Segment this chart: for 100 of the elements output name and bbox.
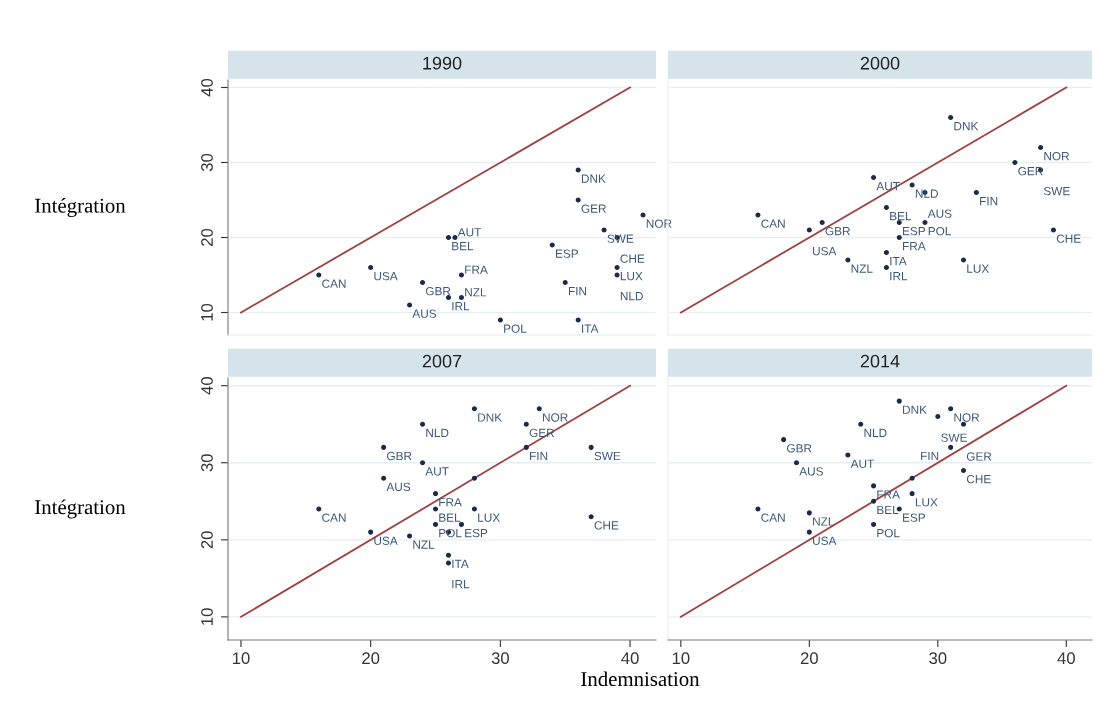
- annotation: ESP: [465, 528, 488, 538]
- annotation: LUX: [620, 272, 643, 281]
- y-tick-label: 40: [201, 78, 213, 97]
- x-tick-label: 20: [800, 652, 818, 665]
- point: [588, 514, 594, 520]
- annotation: POL: [877, 528, 900, 538]
- point: [781, 437, 787, 443]
- point: [948, 406, 954, 412]
- point: [407, 302, 413, 308]
- annotation: ITA: [582, 324, 599, 333]
- point: [575, 197, 581, 203]
- annotation: IRL: [890, 272, 908, 281]
- point: [452, 234, 458, 241]
- annotation: CHE: [594, 521, 619, 530]
- point: [432, 491, 439, 497]
- point: [960, 467, 967, 474]
- annotation: AUT: [425, 467, 449, 476]
- annotation: POL: [928, 226, 951, 236]
- annotation: AUT: [850, 459, 874, 468]
- point: [420, 421, 426, 427]
- point: [883, 264, 889, 271]
- annotation: NLD: [620, 292, 643, 301]
- point: [806, 529, 812, 535]
- annotation: CHE: [1056, 234, 1081, 243]
- annotation: NOR: [646, 219, 672, 228]
- annotation: NZL: [413, 540, 435, 549]
- point: [909, 182, 915, 188]
- point: [883, 204, 889, 211]
- point: [909, 491, 915, 497]
- y-axis-title: Intégration: [35, 499, 126, 519]
- x-tick-label: 40: [621, 652, 639, 665]
- point: [420, 460, 426, 466]
- point: [523, 444, 529, 450]
- point: [458, 272, 464, 278]
- point: [458, 294, 464, 301]
- annotation: USA: [374, 536, 398, 545]
- x-tick-label: 30: [491, 652, 509, 665]
- point: [432, 506, 439, 512]
- x-tick-label: 30: [929, 652, 947, 665]
- annotation: NOR: [543, 413, 568, 422]
- annotation: NOR: [1044, 151, 1070, 161]
- y-tick-label: 10: [201, 608, 213, 625]
- point: [471, 475, 477, 481]
- annotation: LUX: [967, 264, 990, 273]
- annotation: FRA: [465, 265, 488, 274]
- annotation: BEL: [877, 505, 899, 515]
- annotation: ESP: [903, 226, 926, 236]
- point: [614, 272, 620, 278]
- x-tick-label: 40: [1057, 652, 1075, 665]
- x-tick-label: 20: [362, 652, 380, 665]
- point: [536, 406, 542, 412]
- point: [575, 167, 581, 173]
- chart-title: 2007: [422, 354, 462, 368]
- annotation: AUT: [457, 228, 482, 237]
- y-tick-label: 30: [201, 454, 213, 472]
- annotation: GBR: [825, 226, 850, 236]
- chart-title: 1990: [423, 56, 462, 70]
- annotation: GBR: [787, 444, 812, 453]
- point: [588, 444, 594, 450]
- annotation: DNK: [954, 122, 979, 131]
- point: [883, 249, 889, 256]
- point: [1012, 159, 1018, 166]
- point: [575, 317, 581, 323]
- annotation: NZL: [465, 288, 487, 297]
- point: [445, 560, 452, 566]
- y-tick-label: 40: [201, 377, 213, 395]
- point: [806, 227, 812, 233]
- point: [368, 264, 374, 271]
- annotation: GER: [581, 204, 606, 213]
- annotation: FRA: [439, 498, 462, 507]
- annotation: POL: [439, 528, 462, 538]
- annotation: FIN: [980, 197, 998, 206]
- annotation: GBR: [425, 286, 451, 296]
- point: [871, 498, 877, 504]
- point: [948, 444, 954, 450]
- annotation: NZL: [813, 517, 835, 526]
- point: [471, 406, 477, 412]
- point: [458, 521, 464, 527]
- point: [845, 452, 851, 458]
- annotation: SWE: [941, 433, 967, 442]
- point: [755, 506, 761, 512]
- point: [368, 529, 374, 535]
- annotation: IRL: [452, 580, 470, 589]
- y-tick-label: 10: [201, 303, 213, 321]
- point: [445, 234, 452, 241]
- annotation: FIN: [921, 451, 939, 461]
- point: [1050, 227, 1056, 233]
- point: [381, 444, 387, 450]
- annotation: DNK: [478, 413, 502, 422]
- point: [845, 257, 851, 263]
- point: [432, 521, 439, 527]
- y-tick-label: 20: [201, 228, 213, 246]
- annotation: GBR: [387, 451, 412, 461]
- y-tick-label: 20: [201, 531, 213, 549]
- annotation: AUS: [412, 309, 437, 318]
- point: [523, 421, 529, 427]
- point: [922, 219, 928, 226]
- annotation: ESP: [903, 513, 926, 522]
- annotation: LUX: [915, 498, 938, 507]
- annotation: ESP: [555, 249, 579, 258]
